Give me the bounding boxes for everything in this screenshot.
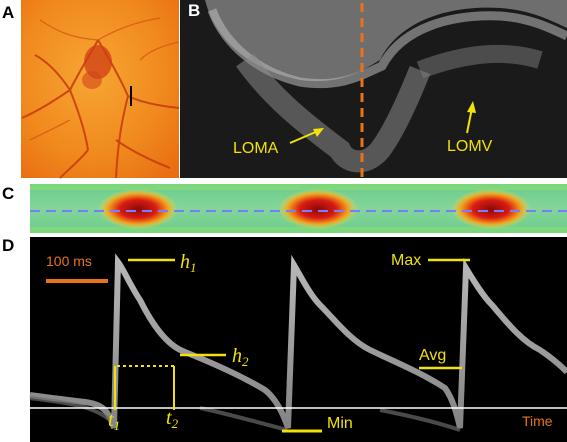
t1-label: t1	[108, 409, 120, 433]
avg-label: Avg	[419, 347, 446, 364]
max-label: Max	[391, 252, 421, 269]
h1-label: h1	[180, 251, 197, 275]
min-label: Min	[327, 415, 353, 432]
panel-c-heatmap	[30, 184, 567, 233]
time-axis-label: Time	[522, 413, 553, 429]
panel-b-oct-image: LOMA LOMV	[180, 0, 567, 178]
panel-label-d: D	[2, 236, 15, 255]
t2-label: t2	[166, 407, 179, 431]
panel-label-c: C	[2, 184, 15, 203]
panel-a-photo	[21, 0, 180, 179]
panel-label-b: B	[188, 1, 200, 20]
scale-bar-label: 100 ms	[46, 253, 92, 269]
loma-label: LOMA	[233, 140, 279, 157]
h2-label: h2	[232, 345, 249, 369]
panel-d-velocity-trace: 100 ms h1 h2 t1 t2 Max Avg Min Time	[29, 237, 567, 442]
panel-label-a: A	[2, 3, 15, 22]
lomv-label: LOMV	[447, 138, 493, 155]
